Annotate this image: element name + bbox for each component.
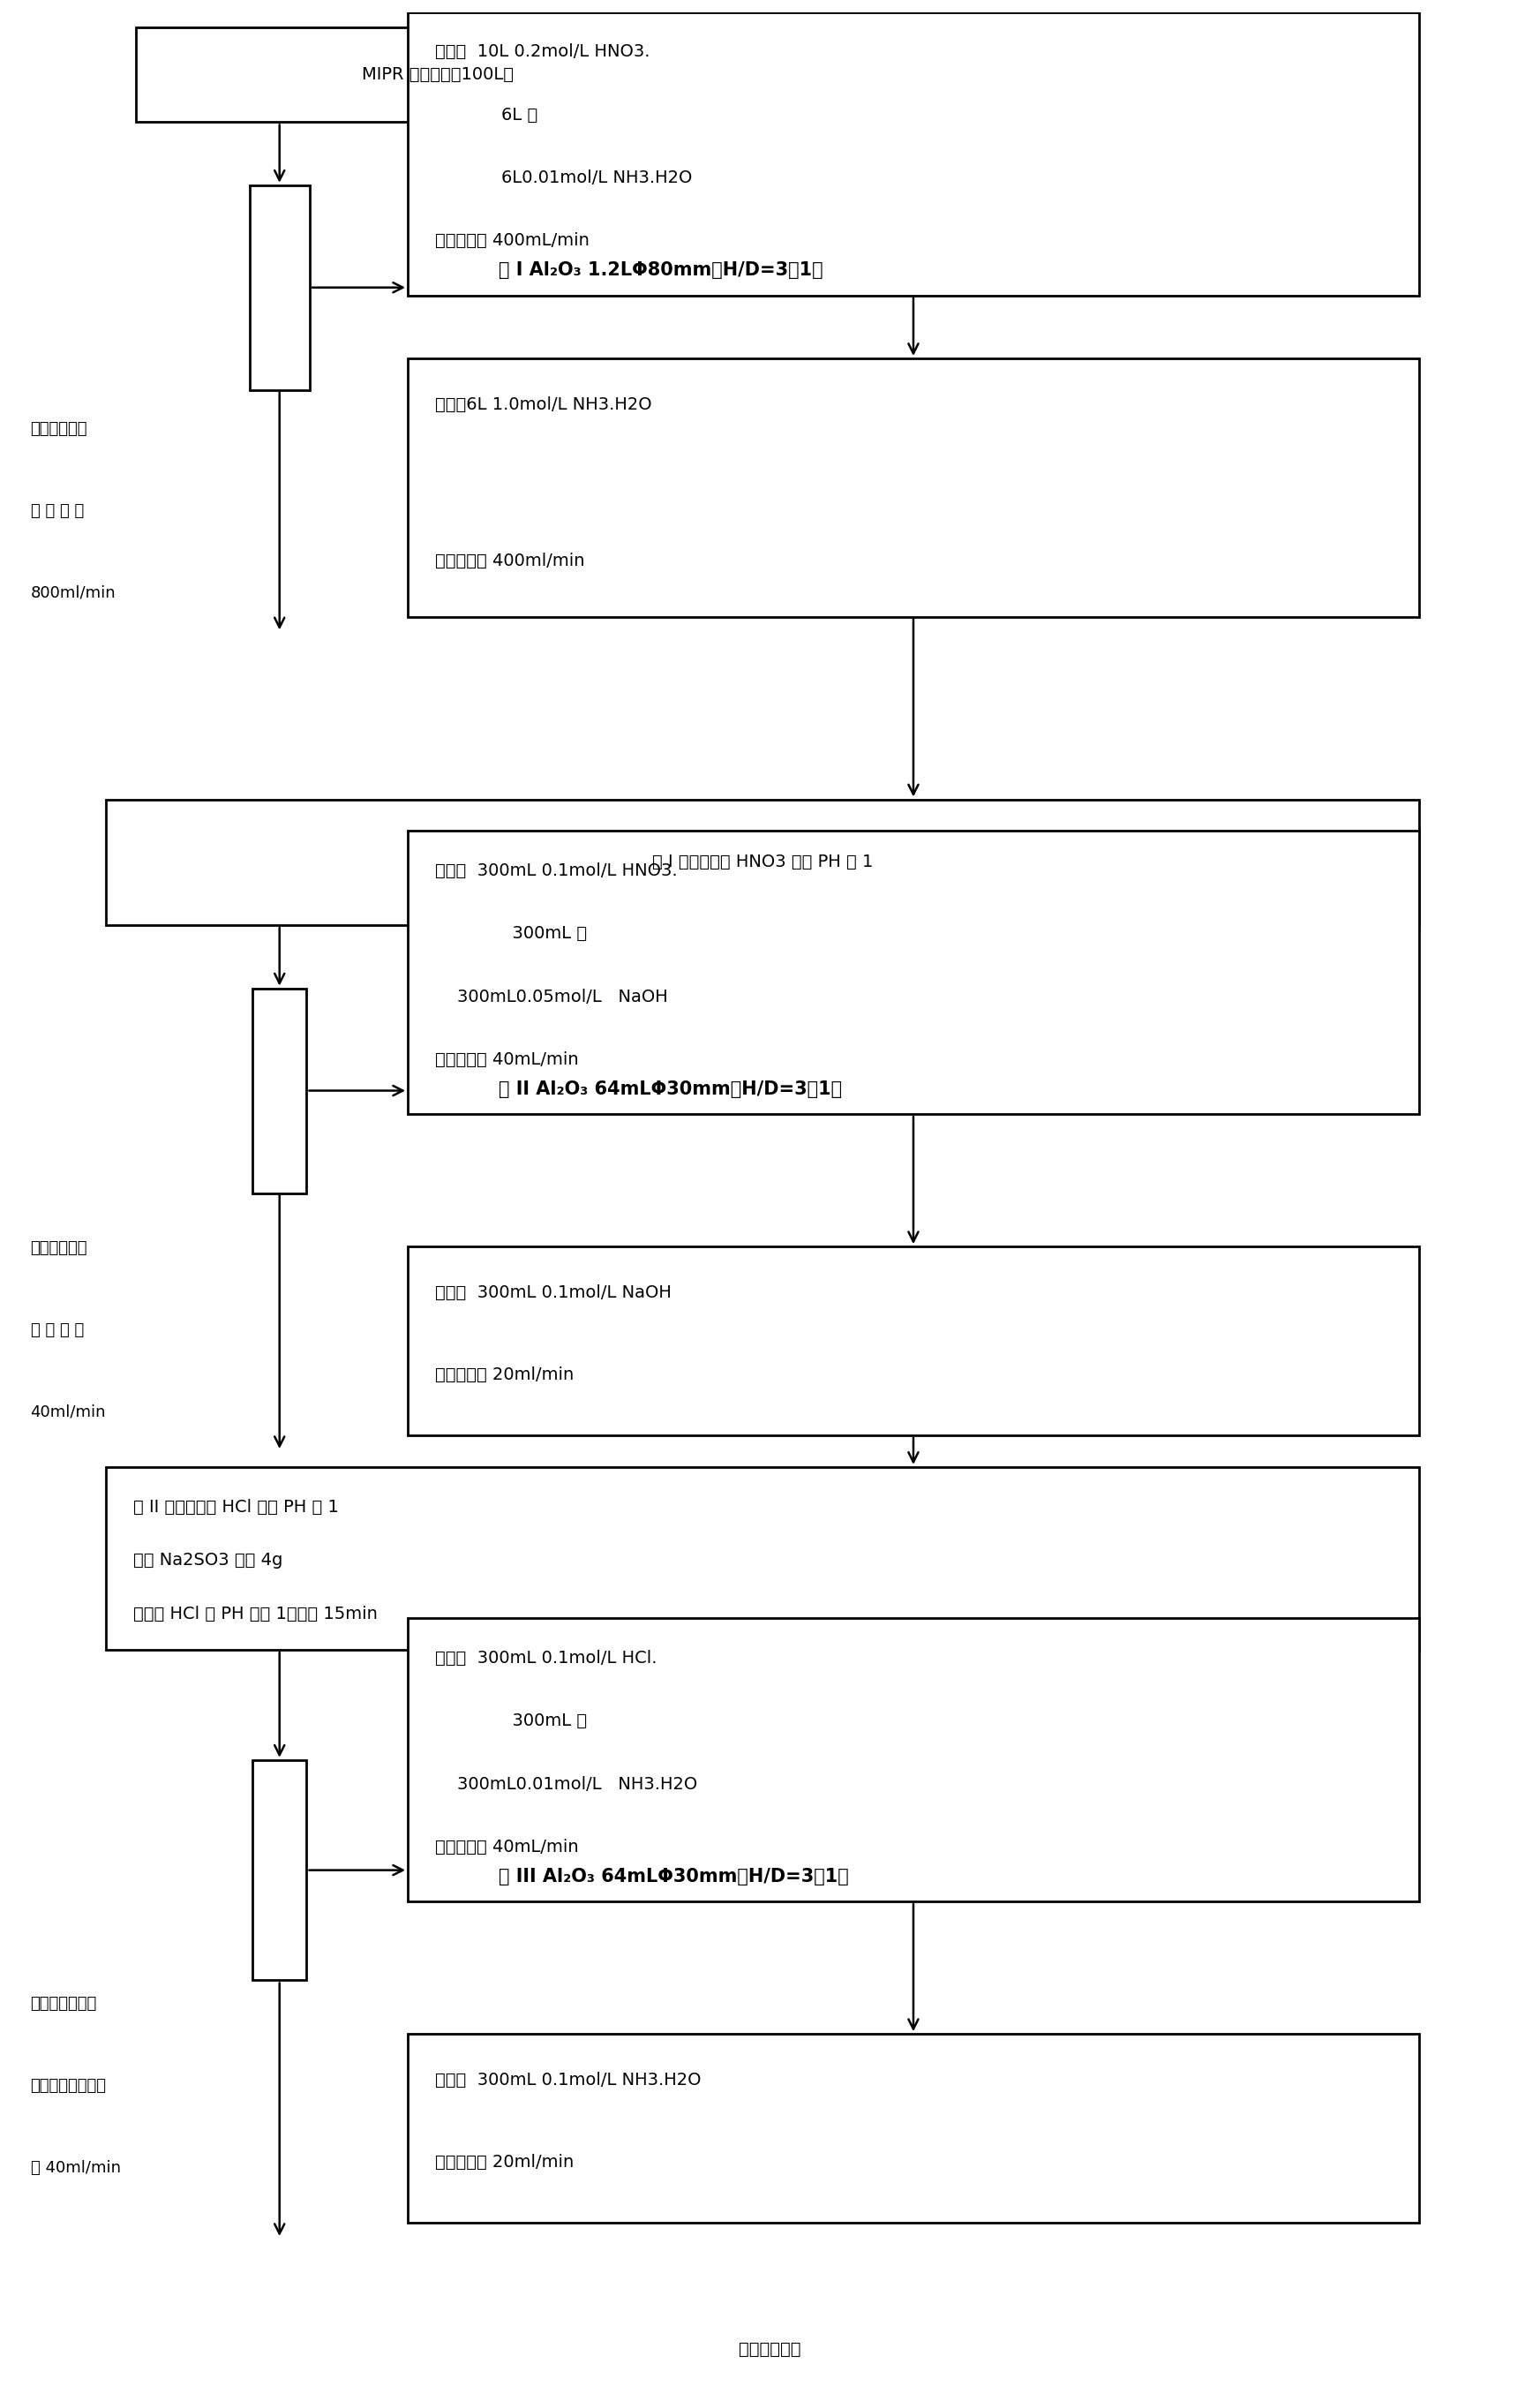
- Text: 解吸：6L 1.0mol/L NH3.H2O: 解吸：6L 1.0mol/L NH3.H2O: [434, 396, 651, 413]
- Bar: [136, 29, 739, 122]
- Text: 吸 附 流 速: 吸 附 流 速: [31, 503, 83, 520]
- Text: 柱 I Al₂O₃ 1.2LΦ80mm（H/D=3：1）: 柱 I Al₂O₃ 1.2LΦ80mm（H/D=3：1）: [499, 262, 822, 279]
- Text: 淋洗：  10L 0.2mol/L HNO3.: 淋洗： 10L 0.2mol/L HNO3.: [434, 43, 650, 60]
- Text: 吸附流出液，: 吸附流出液，: [31, 1241, 88, 1255]
- Text: 速 40ml/min: 速 40ml/min: [31, 2159, 120, 2176]
- Text: 柱 III Al₂O₃ 64mLΦ30mm（H/D=3：1）: 柱 III Al₂O₃ 64mLΦ30mm（H/D=3：1）: [499, 1868, 849, 1885]
- Text: 解吸：  300mL 0.1mol/L NaOH: 解吸： 300mL 0.1mol/L NaOH: [434, 1284, 671, 1300]
- Text: 淋洗：  300mL 0.1mol/L HNO3.: 淋洗： 300mL 0.1mol/L HNO3.: [434, 861, 678, 878]
- Text: 淋洗流速为 400mL/min: 淋洗流速为 400mL/min: [434, 231, 590, 248]
- Bar: [408, 1245, 1418, 1436]
- Text: 吸 附 流 速: 吸 附 流 速: [31, 1322, 83, 1339]
- Text: MIPR 燃料溶液（100L）: MIPR 燃料溶液（100L）: [362, 67, 514, 84]
- Bar: [106, 799, 1418, 926]
- Bar: [408, 1618, 1418, 1902]
- Text: 加入 Na2SO3 固体 4g: 加入 Na2SO3 固体 4g: [132, 1553, 283, 1570]
- Text: 6L0.01mol/L NH3.H2O: 6L0.01mol/L NH3.H2O: [434, 169, 691, 186]
- Text: 淋洗流速为 40mL/min: 淋洗流速为 40mL/min: [434, 1840, 579, 1856]
- Text: 40ml/min: 40ml/min: [31, 1403, 106, 1420]
- Bar: [408, 358, 1418, 616]
- Bar: [253, 1761, 306, 1980]
- Text: （钼粗产品）: （钼粗产品）: [739, 2341, 801, 2357]
- Text: 300mL 水: 300mL 水: [434, 1713, 587, 1730]
- Bar: [249, 186, 310, 389]
- Text: 6L 水: 6L 水: [434, 107, 537, 124]
- Text: 吸附流出液，: 吸附流出液，: [31, 422, 88, 437]
- Text: 淋洗流速为 40mL/min: 淋洗流速为 40mL/min: [434, 1052, 579, 1069]
- Text: 淋洗：  300mL 0.1mol/L HCl.: 淋洗： 300mL 0.1mol/L HCl.: [434, 1649, 658, 1665]
- Text: 柱 I 洗脱液加入 HNO3 调节 PH 为 1: 柱 I 洗脱液加入 HNO3 调节 PH 为 1: [651, 854, 873, 871]
- Text: 吸附流出液（碘: 吸附流出液（碘: [31, 1997, 97, 2011]
- Text: 解吸：  300mL 0.1mol/L NH3.H2O: 解吸： 300mL 0.1mol/L NH3.H2O: [434, 2071, 701, 2088]
- Bar: [408, 830, 1418, 1114]
- Text: 解吸流速为 20ml/min: 解吸流速为 20ml/min: [434, 1367, 574, 1384]
- Bar: [408, 2033, 1418, 2224]
- Text: 300mL0.05mol/L   NaOH: 300mL0.05mol/L NaOH: [434, 988, 668, 1005]
- Text: 800ml/min: 800ml/min: [31, 585, 116, 601]
- Bar: [106, 1467, 1418, 1649]
- Text: 柱 II 洗脱液加入 HCl 调节 PH 为 1: 柱 II 洗脱液加入 HCl 调节 PH 为 1: [132, 1498, 339, 1515]
- Text: 在加入 HCl 将 PH 调至 1，反应 15min: 在加入 HCl 将 PH 调至 1，反应 15min: [132, 1606, 377, 1622]
- Text: 300mL 水: 300mL 水: [434, 926, 587, 942]
- Text: 柱 II Al₂O₃ 64mLΦ30mm（H/D=3：1）: 柱 II Al₂O₃ 64mLΦ30mm（H/D=3：1）: [499, 1081, 842, 1098]
- Bar: [253, 988, 306, 1193]
- Text: 300mL0.01mol/L   NH3.H2O: 300mL0.01mol/L NH3.H2O: [434, 1775, 698, 1792]
- Text: 解吸流速为 400ml/min: 解吸流速为 400ml/min: [434, 554, 585, 570]
- Text: 解吸流速为 20ml/min: 解吸流速为 20ml/min: [434, 2155, 574, 2171]
- Bar: [408, 12, 1418, 296]
- Text: 粗产品），吸附流: 粗产品），吸附流: [31, 2078, 106, 2095]
